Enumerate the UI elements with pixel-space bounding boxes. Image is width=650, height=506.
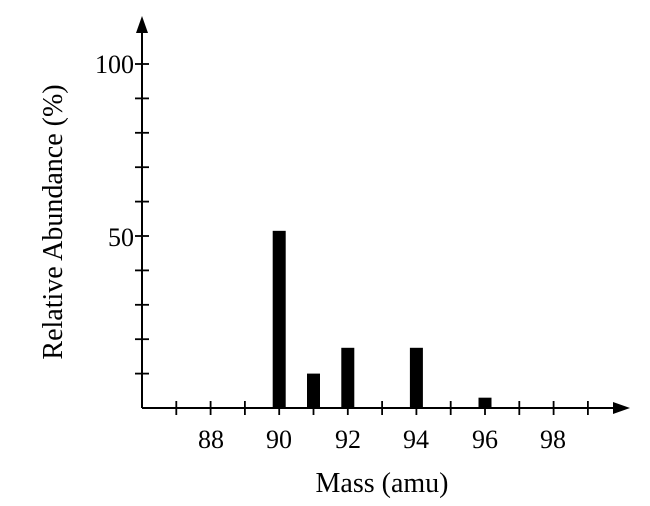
y-axis-title: Relative Abundance (%)	[38, 84, 69, 359]
y-tick-label-50: 50	[108, 223, 134, 252]
bar-mass-91	[307, 373, 320, 408]
bars-group	[272, 230, 492, 408]
x-tick-label-94: 94	[403, 425, 429, 454]
bar-mass-94	[409, 347, 423, 408]
x-tick-label-98: 98	[540, 425, 566, 454]
y-tick-label-100: 100	[95, 50, 134, 79]
x-axis-title: Mass (amu)	[316, 468, 449, 499]
x-tick-label-92: 92	[335, 425, 361, 454]
bar-mass-90	[272, 230, 286, 408]
x-axis-arrow-icon	[613, 402, 630, 414]
y-axis-arrow-icon	[136, 16, 148, 33]
bar-mass-92	[341, 347, 355, 408]
x-tick-label-88: 88	[198, 425, 224, 454]
tick-labels-group: 88 90 92 94 96 98 50 100	[95, 50, 566, 454]
ticks-group	[135, 63, 589, 415]
x-tick-label-96: 96	[472, 425, 498, 454]
x-tick-label-90: 90	[266, 425, 292, 454]
